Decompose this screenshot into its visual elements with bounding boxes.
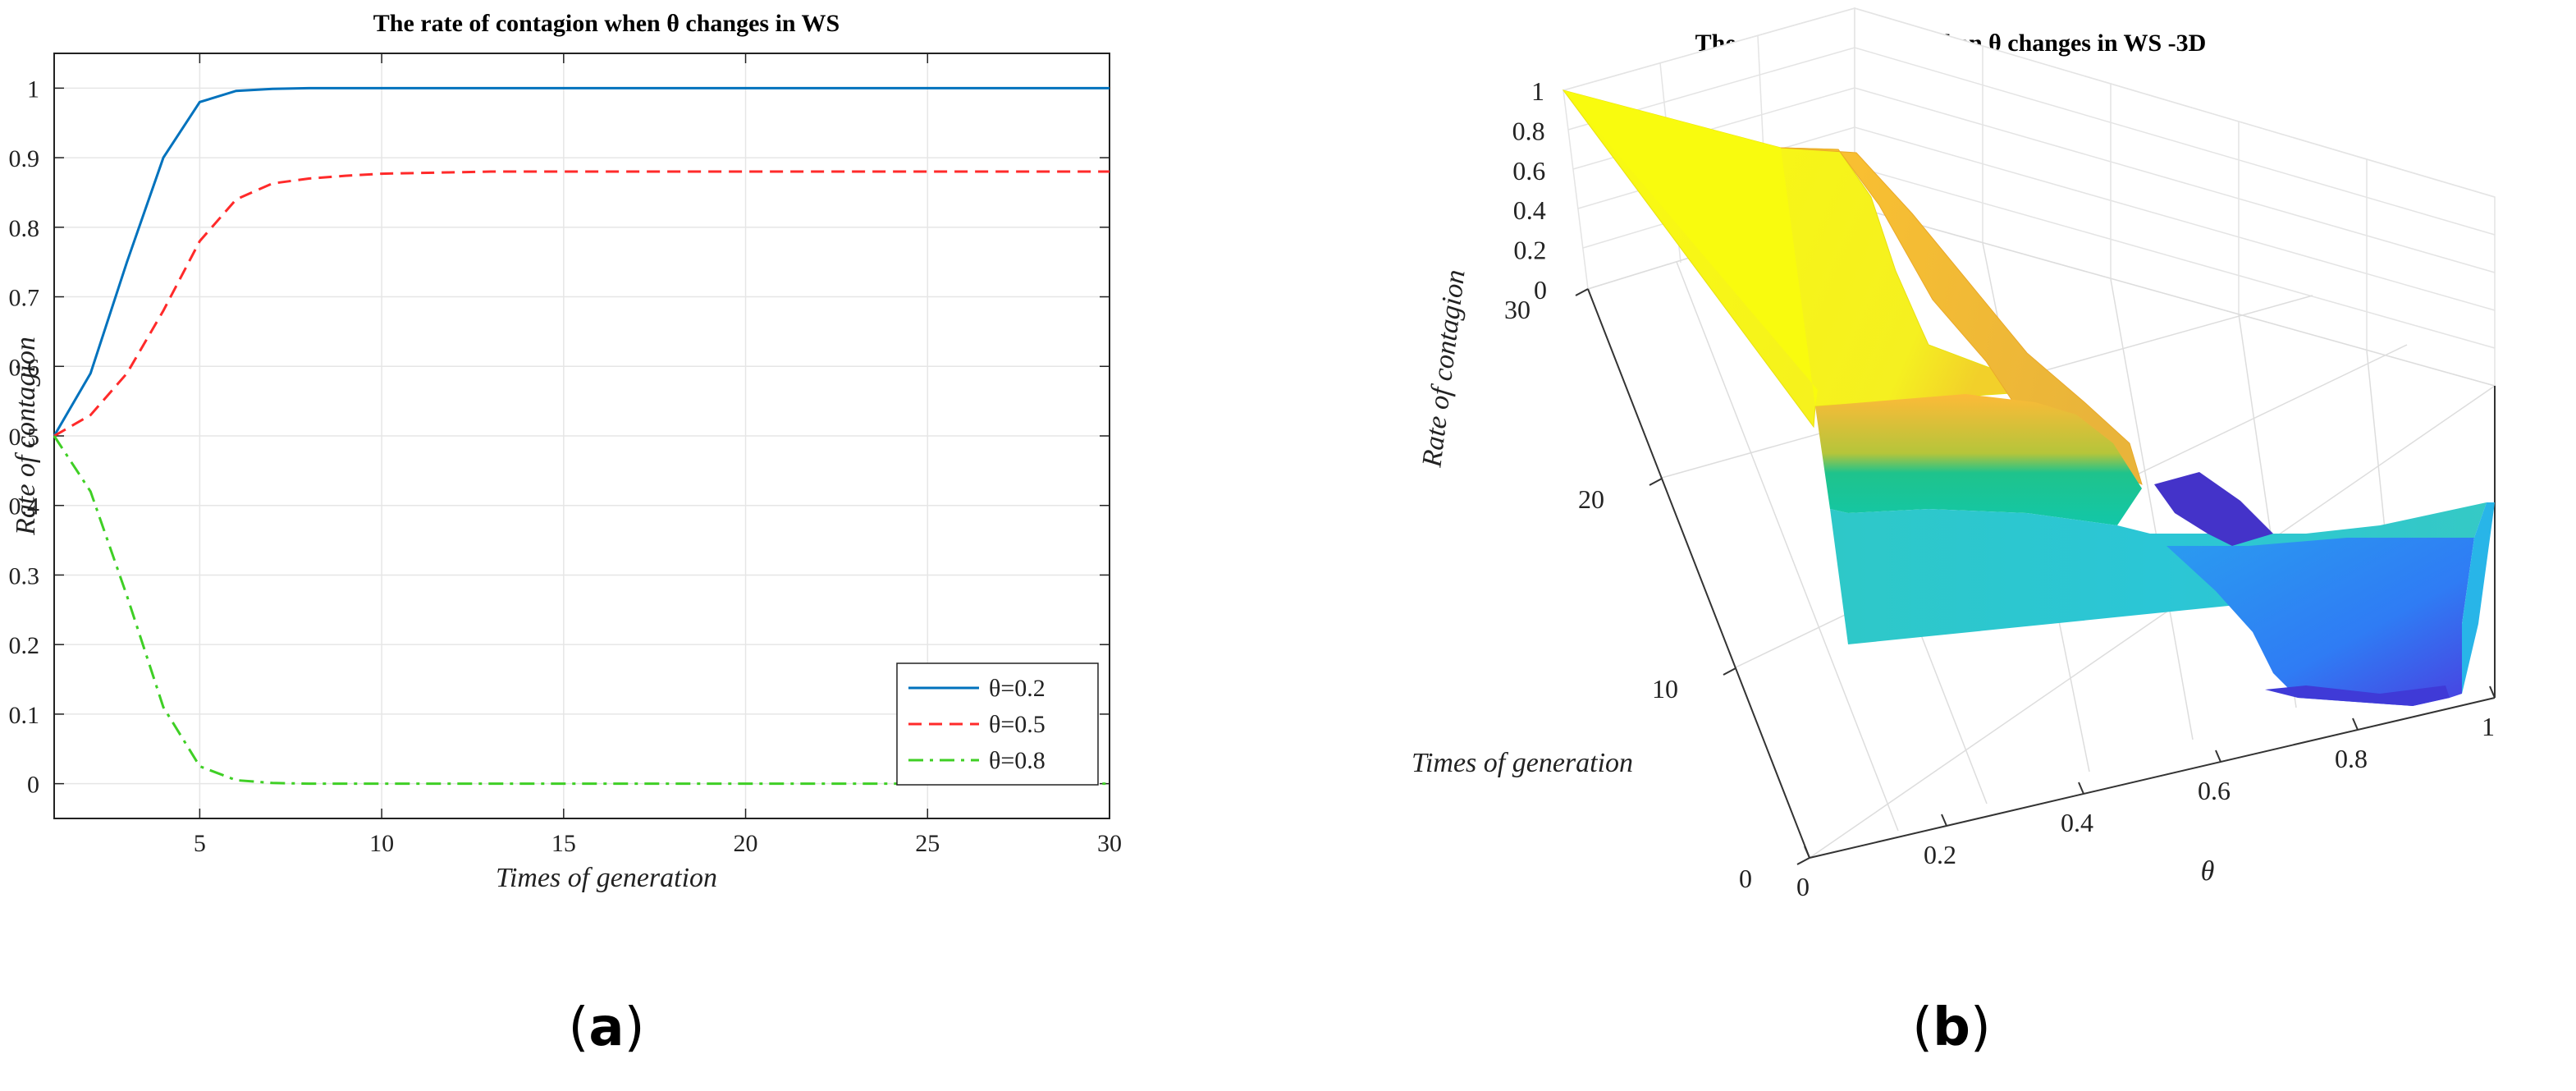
x-tick-mark: [2078, 782, 2084, 795]
panel-a: The rate of contagion when θ changes in …: [9, 10, 1123, 1058]
chart-a-y-axis-label: Rate of contagion: [11, 337, 41, 536]
chart-b-y-axis-label: Times of generation: [1412, 748, 1633, 778]
y-tick-label: 0.8: [9, 215, 40, 242]
caption-a: (a): [568, 997, 644, 1058]
surface-region-blue-bottom-edge: [2265, 685, 2450, 706]
y-tick-mark: [1649, 478, 1663, 486]
x-tick-label: 0.6: [2198, 776, 2231, 805]
x-tick-label: 1: [2482, 712, 2495, 741]
chart-a-title: The rate of contagion when θ changes in …: [373, 10, 840, 37]
surface-region-orange-ridge: [1780, 147, 2143, 485]
x-tick-label: 0.8: [2335, 744, 2368, 773]
x-tick-mark: [1804, 846, 1810, 859]
surface-region-blue-dip: [2166, 538, 2474, 706]
panel-b: The rate of contagion when θ changes in …: [1288, 0, 2576, 1091]
y-tick-label: 0.9: [9, 145, 40, 172]
z-tick-label: 0.6: [1512, 156, 1545, 186]
x-tick-label: 0: [1796, 872, 1810, 901]
x-tick-label: 0.4: [2061, 808, 2093, 837]
chart-b-x-axis-label: θ: [2201, 856, 2215, 887]
chart-b-z-ticks: 0 0.2 0.4 0.6 0.8 1: [1512, 76, 1547, 305]
y-tick-label: 0.3: [9, 562, 40, 589]
series-line-2: [53, 170, 1110, 438]
surface-region-right-wall: [2462, 502, 2495, 694]
y-tick-label: 10: [1652, 674, 1678, 704]
chart-a-x-axis-label: Times of generation: [496, 863, 717, 893]
y-tick-mark: [1575, 288, 1589, 296]
chart-a-y-ticks: 0 0.1 0.2 0.3 0.4 0.5 0.6 0.7 0.8 0.9 1: [9, 76, 1110, 799]
z-tick-label: 0.2: [1513, 236, 1546, 265]
y-tick-mark: [1723, 667, 1736, 676]
series-line-1: [53, 86, 1110, 437]
surface-region-drop-wall: [1815, 394, 2142, 525]
x-tick-mark: [2489, 685, 2496, 699]
x-tick-label: 0.2: [1924, 840, 1956, 869]
chart-b-axis-lines: [1587, 288, 2496, 859]
y-tick-label: 0.5: [9, 424, 40, 451]
x-tick-mark: [1941, 814, 1947, 827]
x-tick-label: 5: [194, 830, 206, 857]
line-chart-a: The rate of contagion when θ changes in …: [9, 10, 1123, 893]
chart-b-z-axis-label: Rate of contagion: [1416, 268, 1471, 469]
surface-region-top-yellow: [1563, 90, 1818, 406]
z-tick-label: 0.8: [1512, 116, 1545, 145]
y-tick-label: 0.7: [9, 285, 40, 312]
caption-a-open: (: [568, 997, 589, 1058]
legend-label: θ=0.8: [989, 747, 1045, 774]
caption-a-close: ): [624, 997, 645, 1058]
y-tick-label: 0.1: [9, 702, 40, 729]
surface-region-front-cyan: [1830, 502, 2487, 644]
chart-a-x-ticks: 5 10 15 20 25 30: [194, 53, 1122, 857]
y-tick-label: 30: [1504, 295, 1531, 324]
caption-b-open: (: [1912, 997, 1933, 1058]
y-tick-label: 0.6: [9, 354, 40, 381]
y-tick-mark: [1796, 857, 1810, 865]
surface-region-dark-blue-back: [2154, 472, 2273, 546]
chart-b-x-ticks: 0 0.2 0.4 0.6 0.8 1: [1796, 685, 2496, 901]
x-tick-label: 25: [915, 830, 940, 857]
chart-b-y-ticks: 0 10 20 30: [1504, 288, 1810, 893]
x-tick-label: 15: [551, 830, 576, 857]
y-tick-label: 0: [27, 772, 39, 799]
y-tick-label: 20: [1578, 484, 1604, 514]
x-tick-mark: [2352, 717, 2359, 731]
x-tick-label: 10: [369, 830, 394, 857]
z-tick-label: 0: [1534, 275, 1547, 305]
chart-a-legend: θ=0.2 θ=0.5 θ=0.8: [896, 662, 1099, 786]
chart-b-surface: [1562, 89, 2495, 706]
chart-a-grid: [54, 53, 1110, 818]
caption-b-close: ): [1970, 997, 1991, 1058]
y-tick-label: 0.4: [9, 493, 40, 520]
caption-b-letter: b: [1933, 997, 1970, 1058]
x-tick-mark: [2215, 749, 2221, 763]
z-tick-label: 0.4: [1513, 195, 1546, 225]
y-tick-label: 0.2: [9, 632, 40, 659]
x-tick-label: 30: [1097, 830, 1122, 857]
legend-label: θ=0.2: [989, 675, 1045, 702]
caption-a-letter: a: [588, 997, 625, 1058]
surface-chart-b: The rate of contagion when θ changes in …: [1412, 7, 2496, 901]
y-tick-label: 1: [27, 76, 39, 103]
caption-b: (b): [1912, 997, 1991, 1058]
x-tick-label: 20: [734, 830, 758, 857]
y-tick-label: 0: [1739, 864, 1752, 893]
legend-label: θ=0.5: [989, 711, 1045, 738]
z-tick-label: 1: [1531, 76, 1544, 106]
